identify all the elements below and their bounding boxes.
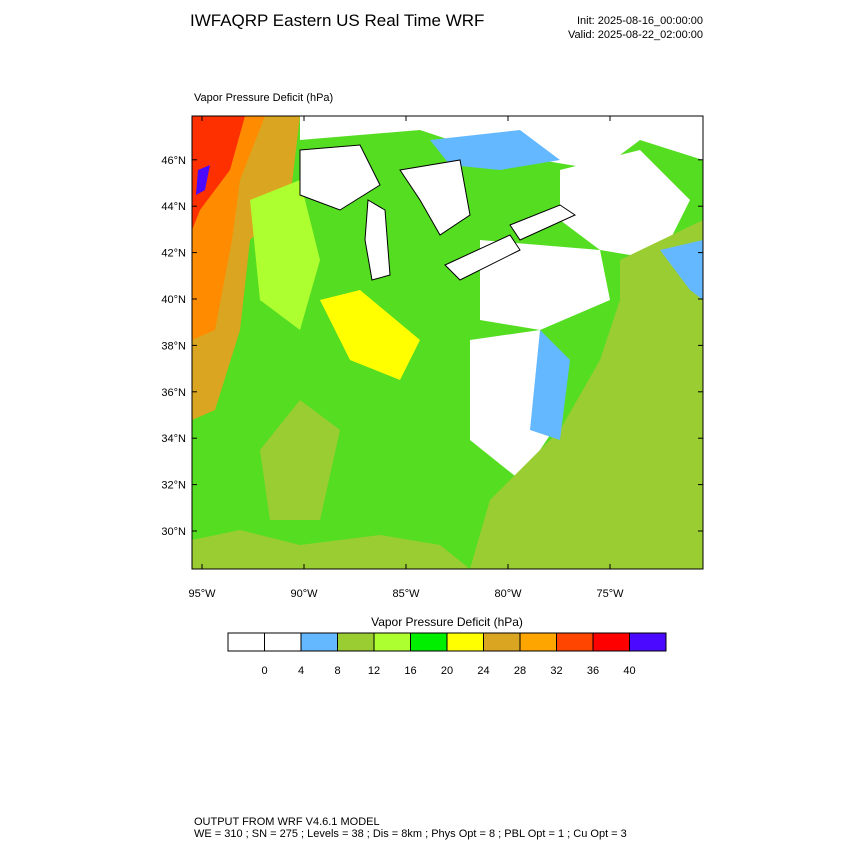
map-frame	[191, 115, 704, 570]
lat-label: 44°N	[161, 201, 186, 213]
colorbar-box	[592, 632, 630, 652]
colorbar-label: 20	[441, 665, 453, 677]
colorbar-box	[337, 632, 375, 652]
init-time: Init: 2025-08-16_00:00:00	[577, 15, 703, 27]
colorbar-box	[264, 632, 302, 652]
lat-label: 36°N	[161, 387, 186, 399]
footer-line: OUTPUT FROM WRF V4.6.1 MODEL	[194, 816, 380, 828]
valid-time: Valid: 2025-08-22_02:00:00	[568, 29, 703, 41]
lat-label: 42°N	[161, 248, 186, 260]
footer-line: WE = 310 ; SN = 275 ; Levels = 38 ; Dis …	[194, 828, 627, 840]
colorbar-label: 16	[404, 665, 416, 677]
colorbar-box	[410, 632, 448, 652]
lon-label: 90°W	[290, 588, 318, 600]
colorbar-label: 32	[550, 665, 562, 677]
lon-label: 95°W	[188, 588, 216, 600]
colorbar-box	[483, 632, 521, 652]
colorbar-box	[300, 632, 338, 652]
colorbar-title: Vapor Pressure Deficit (hPa)	[371, 615, 523, 629]
colorbar-label: 24	[477, 665, 489, 677]
colorbar-box	[556, 632, 594, 652]
colorbar-box	[373, 632, 411, 652]
colorbar-box	[519, 632, 557, 652]
lon-label: 85°W	[392, 588, 420, 600]
lat-label: 38°N	[161, 340, 186, 352]
lon-label: 80°W	[494, 588, 522, 600]
lat-label: 40°N	[161, 294, 186, 306]
lat-label: 34°N	[161, 433, 186, 445]
map-field	[192, 116, 703, 569]
lon-label: 75°W	[596, 588, 624, 600]
lat-label: 32°N	[161, 480, 186, 492]
map-title: Vapor Pressure Deficit (hPa)	[194, 92, 333, 104]
colorbar-label: 4	[298, 665, 304, 677]
lat-label: 46°N	[161, 155, 186, 167]
colorbar-label: 36	[587, 665, 599, 677]
main-title: IWFAQRP Eastern US Real Time WRF	[190, 11, 484, 30]
colorbar-label: 12	[368, 665, 380, 677]
colorbar-box	[446, 632, 484, 652]
colorbar-label: 8	[334, 665, 340, 677]
colorbar-label: 40	[623, 665, 635, 677]
colorbar-label: 28	[514, 665, 526, 677]
colorbar-label: 0	[261, 665, 267, 677]
colorbar-box	[227, 632, 265, 652]
lat-label: 30°N	[161, 526, 186, 538]
colorbar-box	[629, 632, 667, 652]
